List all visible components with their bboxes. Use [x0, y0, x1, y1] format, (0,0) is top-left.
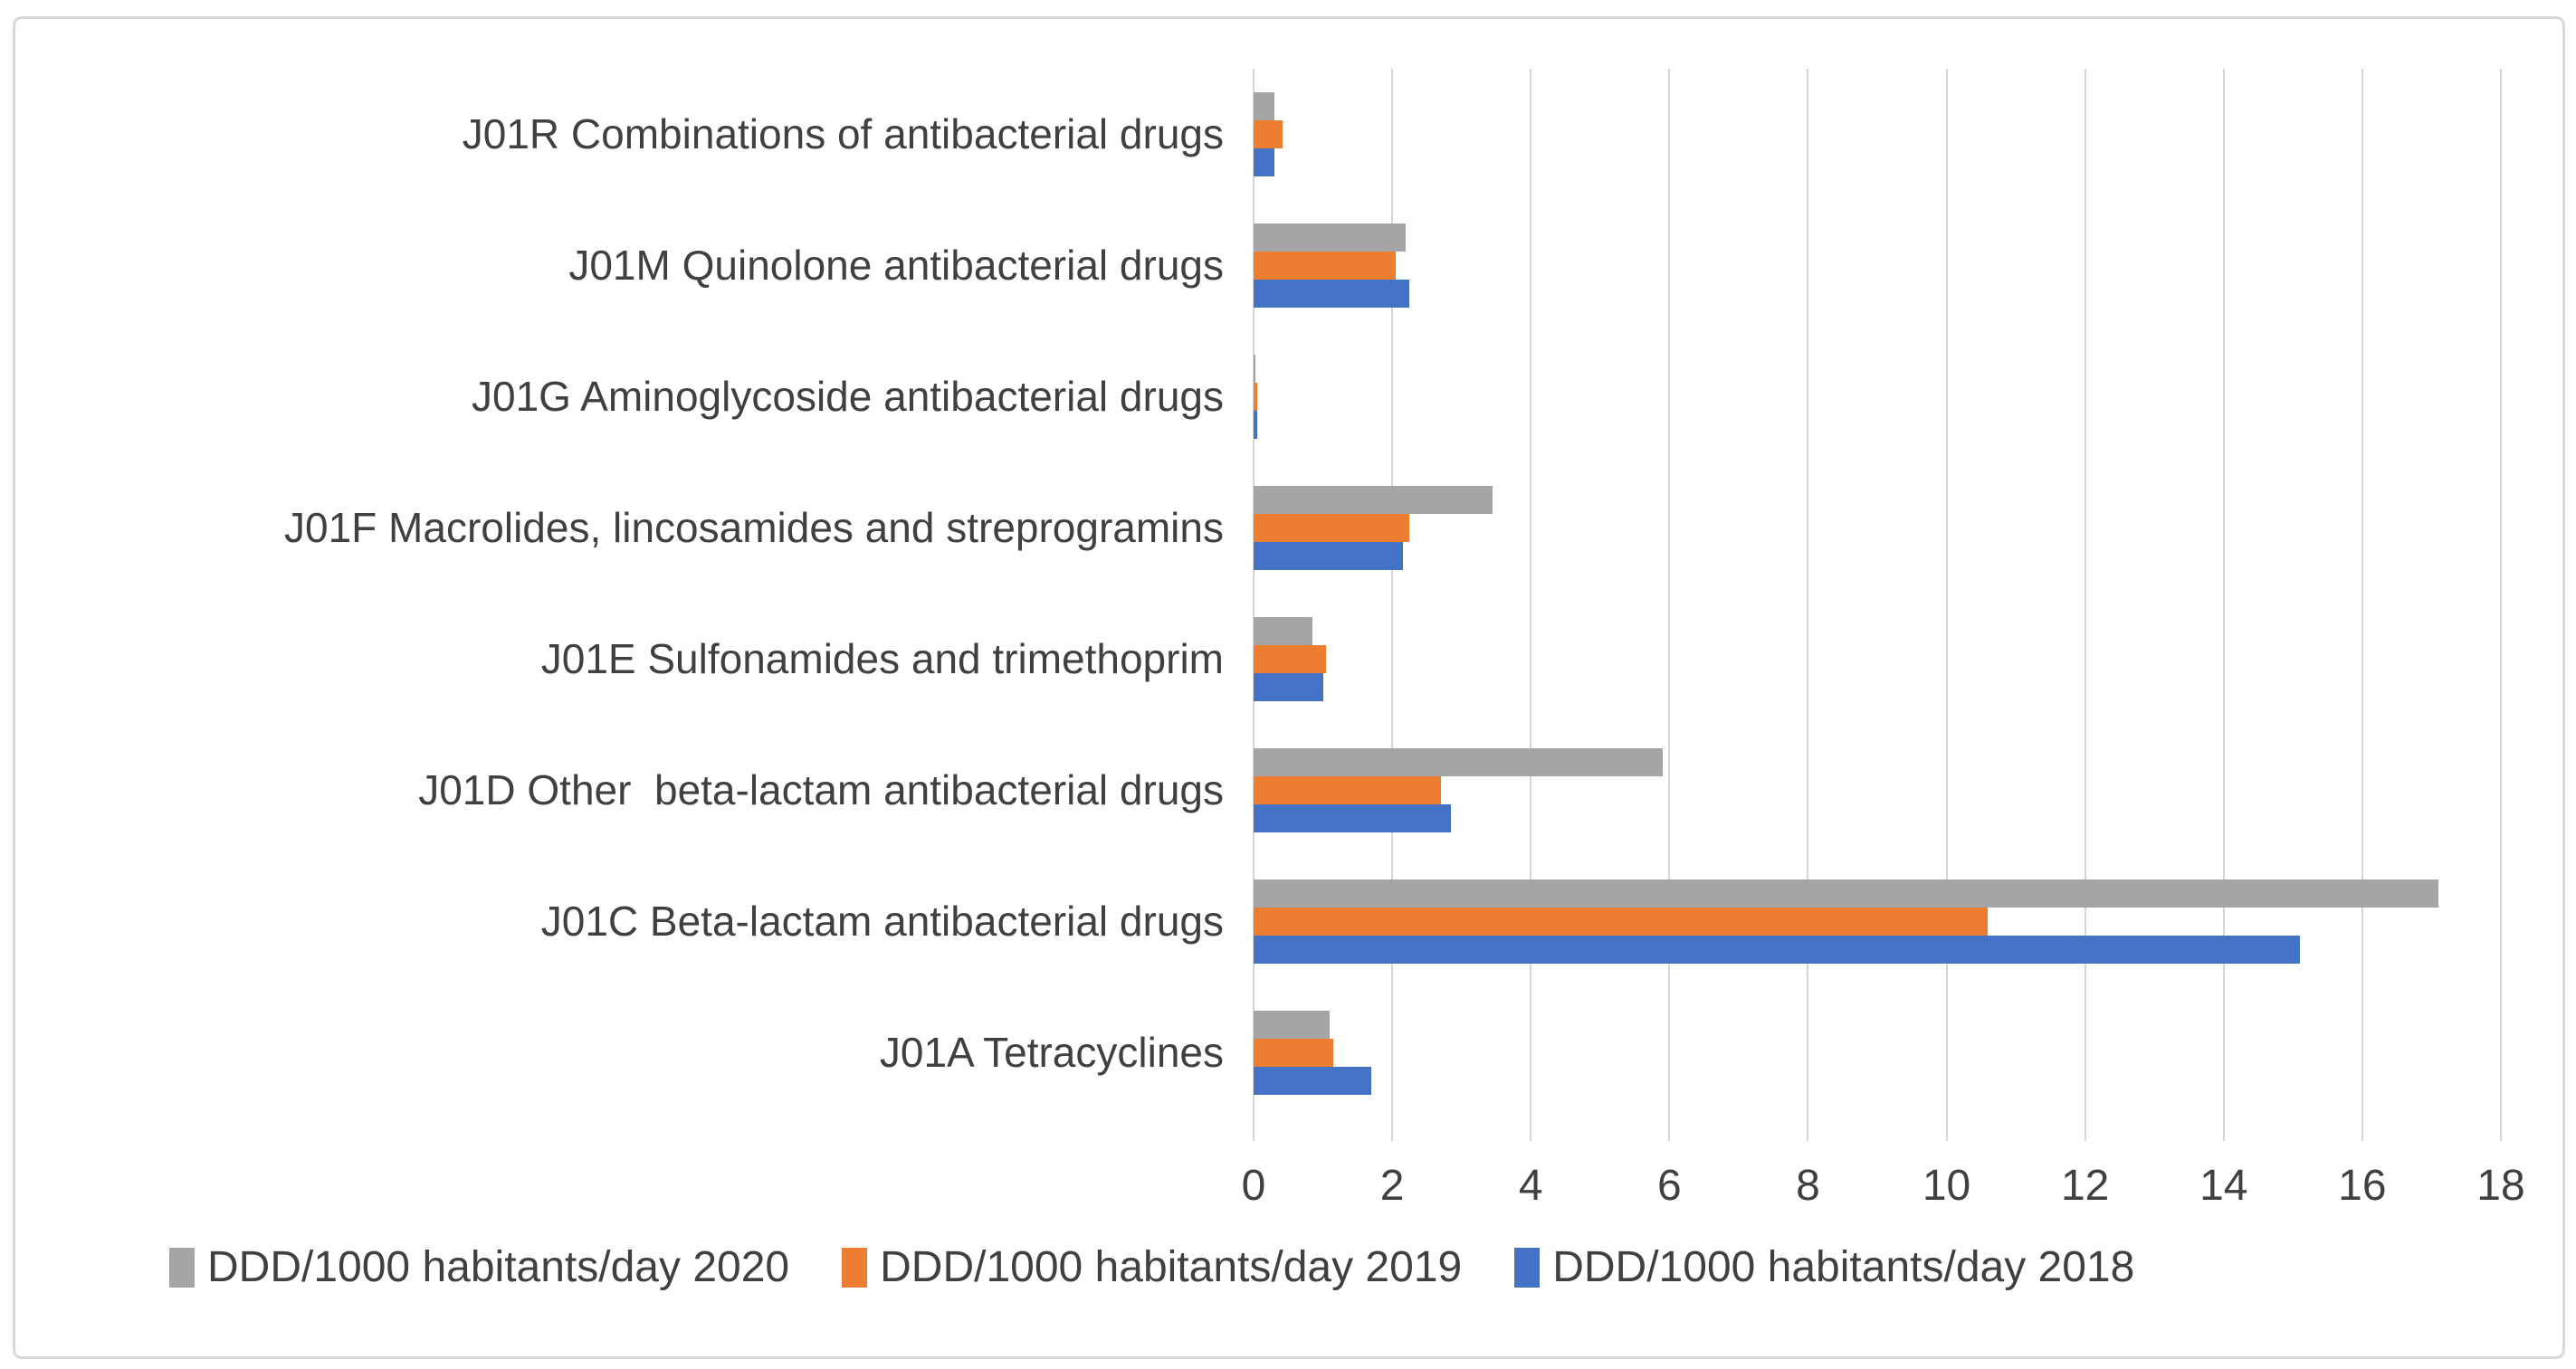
legend-label: DDD/1000 habitants/day 2018 [1552, 1243, 2135, 1291]
x-tick-label-14: 14 [2199, 1162, 2248, 1210]
legend-item-1: DDD/1000 habitants/day 2020 [169, 1242, 789, 1292]
legend-marker-icon [169, 1247, 195, 1288]
bar-series2-cat3 [1254, 383, 1257, 411]
x-tick-label-12: 12 [2060, 1162, 2110, 1210]
legend-item-2: DDD/1000 habitants/day 2019 [842, 1242, 1462, 1292]
x-tick-label-2: 2 [1379, 1162, 1405, 1210]
legend-marker-icon [842, 1247, 868, 1288]
x-tick-label-8: 8 [1796, 1162, 1820, 1210]
category-label-2: J01M Quinolone antibacterial drugs [568, 242, 1224, 289]
category-label-3: J01G Aminoglycoside antibacterial drugs [471, 373, 1224, 420]
legend-label: DDD/1000 habitants/day 2020 [207, 1243, 790, 1291]
bar-series3-cat3 [1254, 411, 1257, 439]
bar-series2-cat1 [1254, 120, 1283, 148]
bar-cluster-8 [1254, 987, 2501, 1118]
gridline-x-8 [1807, 69, 1809, 1141]
category-label-8: J01A Tetracyclines [879, 1029, 1224, 1076]
bar-series2-cat7 [1254, 908, 1989, 936]
bar-series1-cat7 [1254, 879, 2439, 908]
bar-cluster-4 [1254, 462, 2501, 594]
bar-series1-cat4 [1254, 486, 1493, 514]
bar-series3-cat7 [1254, 936, 2300, 964]
gridline-x-6 [1668, 69, 1671, 1141]
chart-card: J01R Combinations of antibacterial drugs… [13, 16, 2565, 1359]
bar-cluster-1 [1254, 69, 2501, 200]
category-label-6: J01D Other beta-lactam antibacterial dru… [418, 766, 1224, 813]
gridline-x-2 [1391, 69, 1394, 1141]
legend-item-3: DDD/1000 habitants/day 2018 [1514, 1242, 2134, 1292]
legend-marker-icon [1514, 1247, 1541, 1288]
bar-series2-cat8 [1254, 1039, 1334, 1067]
x-tick-label-0: 0 [1241, 1162, 1266, 1210]
bar-cluster-2 [1254, 200, 2501, 331]
gridline-x-14 [2222, 69, 2225, 1141]
category-label-4: J01F Macrolides, lincosamides and strepr… [284, 504, 1224, 551]
bar-series1-cat6 [1254, 748, 1663, 776]
bar-series3-cat8 [1254, 1067, 1372, 1095]
bar-series3-cat4 [1254, 542, 1403, 570]
x-tick-label-6: 6 [1656, 1162, 1682, 1210]
x-tick-label-16: 16 [2338, 1162, 2387, 1210]
bar-series1-cat3 [1254, 355, 1255, 383]
legend: DDD/1000 habitants/day 2020 DDD/1000 habi… [169, 1242, 2134, 1292]
bar-series1-cat5 [1254, 617, 1313, 645]
bar-series2-cat6 [1254, 776, 1441, 804]
category-label-7: J01C Beta-lactam antibacterial drugs [540, 898, 1224, 945]
category-label-1: J01R Combinations of antibacterial drugs [462, 110, 1224, 157]
plot-area [1253, 69, 2502, 1141]
x-tick-label-4: 4 [1518, 1162, 1543, 1210]
category-label-5: J01E Sulfonamides and trimethoprim [540, 635, 1224, 682]
bar-series2-cat2 [1254, 252, 1396, 280]
bar-series3-cat1 [1254, 148, 1274, 176]
bar-cluster-5 [1254, 594, 2501, 725]
bar-series3-cat5 [1254, 673, 1323, 701]
bar-series2-cat5 [1254, 645, 1327, 673]
bar-cluster-3 [1254, 331, 2501, 462]
bar-series3-cat2 [1254, 280, 1410, 308]
bar-cluster-7 [1254, 856, 2501, 987]
bar-series3-cat6 [1254, 804, 1452, 832]
bar-series1-cat8 [1254, 1011, 1331, 1039]
gridline-x-16 [2361, 69, 2363, 1141]
bar-series2-cat4 [1254, 514, 1410, 542]
gridline-x-18 [2500, 69, 2502, 1141]
x-tick-label-18: 18 [2476, 1162, 2525, 1210]
gridline-x-0 [1253, 69, 1255, 1141]
bar-cluster-6 [1254, 725, 2501, 856]
x-tick-label-10: 10 [1922, 1162, 1971, 1210]
gridline-x-12 [2084, 69, 2086, 1141]
bar-series1-cat2 [1254, 223, 1407, 252]
gridline-x-10 [1945, 69, 1948, 1141]
gridline-x-4 [1530, 69, 1532, 1141]
legend-label: DDD/1000 habitants/day 2019 [880, 1243, 1463, 1291]
bar-series1-cat1 [1254, 92, 1274, 120]
